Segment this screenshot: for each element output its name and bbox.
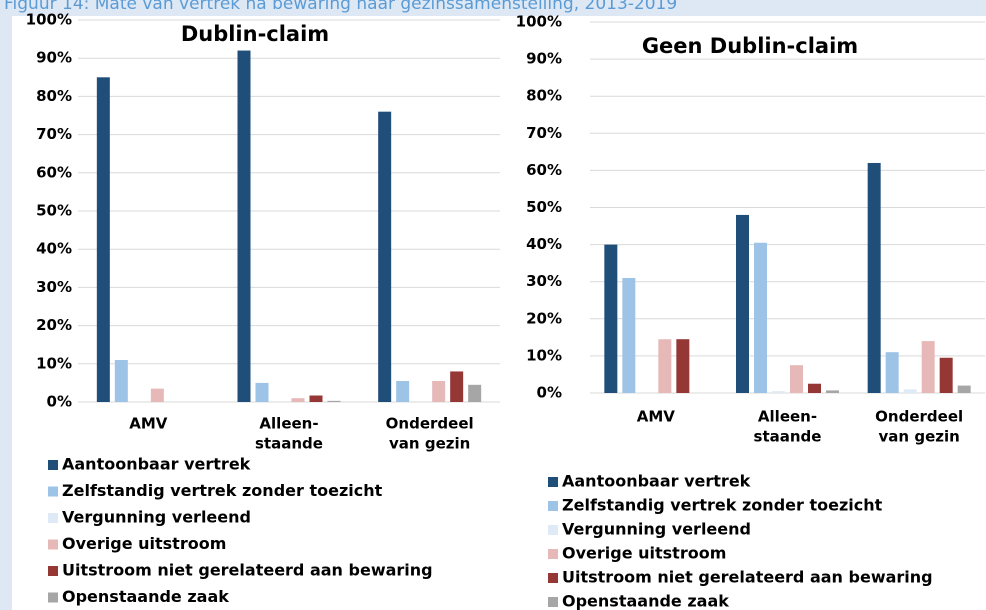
y-tick-label: 50%: [526, 198, 562, 216]
figure-title: Figuur 14: Mate van vertrek na bewaring …: [4, 0, 677, 14]
x-tick-label: Onderdeel: [875, 408, 963, 426]
y-tick-label: 90%: [36, 49, 72, 67]
legend-swatch: [48, 592, 58, 603]
bar: [826, 390, 839, 393]
bar: [736, 214, 749, 393]
bar: [658, 339, 672, 393]
bar: [867, 162, 881, 393]
y-tick-label: 80%: [526, 87, 562, 105]
legend-swatch: [548, 477, 558, 487]
bar: [957, 385, 971, 393]
legend-swatch: [48, 460, 58, 470]
chart-title: Geen Dublin-claim: [642, 34, 858, 58]
y-tick-label: 0%: [537, 384, 562, 402]
legend-label: Uitstroom niet gerelateerd aan bewaring: [562, 568, 933, 587]
legend-label: Openstaande zaak: [562, 592, 729, 610]
bar: [772, 391, 785, 393]
legend-label: Uitstroom niet gerelateerd aan bewaring: [62, 561, 433, 580]
y-tick-label: 50%: [36, 202, 72, 220]
legend-swatch: [548, 549, 558, 559]
bar: [885, 352, 899, 393]
legend-swatch: [548, 525, 558, 535]
y-tick-label: 0%: [47, 393, 72, 411]
bar: [432, 380, 446, 402]
y-tick-label: 40%: [36, 240, 72, 258]
legend-label: Aantoonbaar vertrek: [562, 472, 751, 491]
y-tick-label: 10%: [36, 354, 72, 372]
y-tick-label: 30%: [526, 272, 562, 290]
y-tick-label: 60%: [36, 163, 72, 181]
y-tick-label: 90%: [526, 50, 562, 68]
legend-label: Zelfstandig vertrek zonder toezicht: [562, 496, 883, 515]
bar: [790, 365, 803, 393]
bar: [150, 388, 164, 402]
legend-swatch: [48, 513, 58, 523]
bar: [237, 50, 251, 403]
bar: [450, 371, 464, 402]
x-tick-label: staande: [255, 435, 323, 453]
bar: [114, 359, 128, 402]
bar: [939, 357, 953, 393]
bar: [921, 341, 935, 393]
bar: [309, 395, 323, 402]
y-tick-label: 100%: [516, 13, 562, 31]
y-tick-label: 30%: [36, 278, 72, 296]
y-tick-label: 20%: [526, 309, 562, 327]
y-tick-label: 80%: [36, 87, 72, 105]
bar: [676, 339, 690, 393]
x-tick-label: Onderdeel: [386, 415, 474, 433]
legend-swatch: [48, 566, 58, 576]
y-tick-label: 60%: [526, 161, 562, 179]
legend-swatch: [48, 486, 58, 497]
bar: [96, 77, 110, 403]
bar: [327, 400, 341, 402]
bar: [754, 242, 767, 393]
bar: [903, 389, 917, 393]
bar: [396, 380, 410, 402]
legend-label: Zelfstandig vertrek zonder toezicht: [62, 481, 383, 500]
x-tick-label: van gezin: [879, 428, 960, 446]
bar: [255, 382, 269, 402]
x-tick-label: Alleen-: [758, 408, 817, 426]
bar: [604, 244, 618, 393]
y-tick-label: 20%: [36, 316, 72, 334]
legend-swatch: [548, 501, 558, 511]
x-tick-label: AMV: [637, 408, 676, 426]
legend-label: Vergunning verleend: [562, 520, 751, 539]
x-tick-label: staande: [754, 428, 822, 446]
chart-title: Dublin-claim: [181, 22, 329, 46]
bar: [291, 398, 305, 402]
bar: [808, 383, 821, 393]
x-tick-label: van gezin: [389, 435, 470, 453]
legend-label: Openstaande zaak: [62, 587, 229, 606]
bar: [468, 384, 482, 402]
legend-swatch: [548, 597, 558, 607]
bar: [378, 111, 392, 403]
legend-label: Aantoonbaar vertrek: [62, 455, 251, 474]
x-tick-label: Alleen-: [259, 415, 318, 433]
x-tick-label: AMV: [129, 415, 168, 433]
y-tick-label: 70%: [526, 124, 562, 142]
y-tick-label: 70%: [36, 125, 72, 143]
legend-label: Overige uitstroom: [562, 544, 726, 563]
panel: [12, 16, 986, 610]
legend-label: Vergunning verleend: [62, 508, 251, 527]
legend-swatch: [48, 539, 58, 550]
y-tick-label: 10%: [526, 346, 562, 364]
y-tick-label: 40%: [526, 235, 562, 253]
y-tick-label: 100%: [26, 11, 72, 29]
bar: [622, 277, 636, 393]
legend-swatch: [548, 573, 558, 583]
legend-label: Overige uitstroom: [62, 534, 226, 553]
